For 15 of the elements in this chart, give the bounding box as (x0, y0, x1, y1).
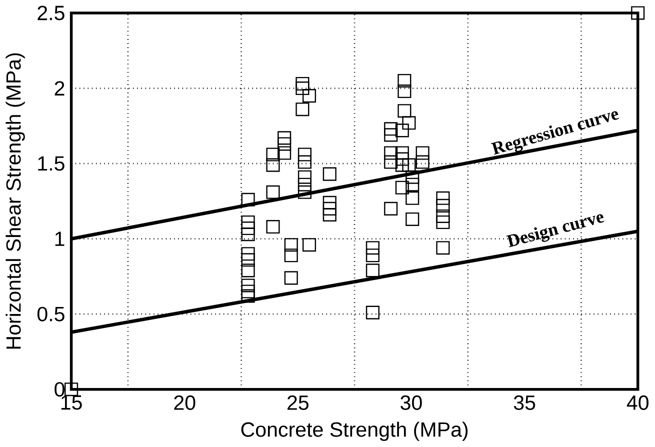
x-tick-label: 35 (514, 396, 536, 410)
annotation: Design curve (506, 214, 604, 248)
y-tick-label: 2 (54, 81, 64, 96)
y-tick-label: 1 (55, 232, 64, 246)
x-tick-label: 15 (61, 396, 82, 410)
y-tick-label: 1.5 (38, 156, 64, 171)
x-tick-label: 20 (174, 396, 196, 410)
y-tick-label: 0.5 (37, 307, 64, 322)
x-axis-title: Concrete Strength (MPa) (241, 422, 468, 442)
y-tick-label: 2.5 (38, 6, 64, 20)
y-axis-title: Horizontal Shear Strength (MPa) (6, 54, 25, 349)
y-tick-label: 0 (54, 382, 64, 397)
x-tick-label: 40 (626, 396, 648, 410)
x-tick-label: 25 (288, 396, 308, 410)
x-tick-label: 30 (400, 396, 422, 410)
